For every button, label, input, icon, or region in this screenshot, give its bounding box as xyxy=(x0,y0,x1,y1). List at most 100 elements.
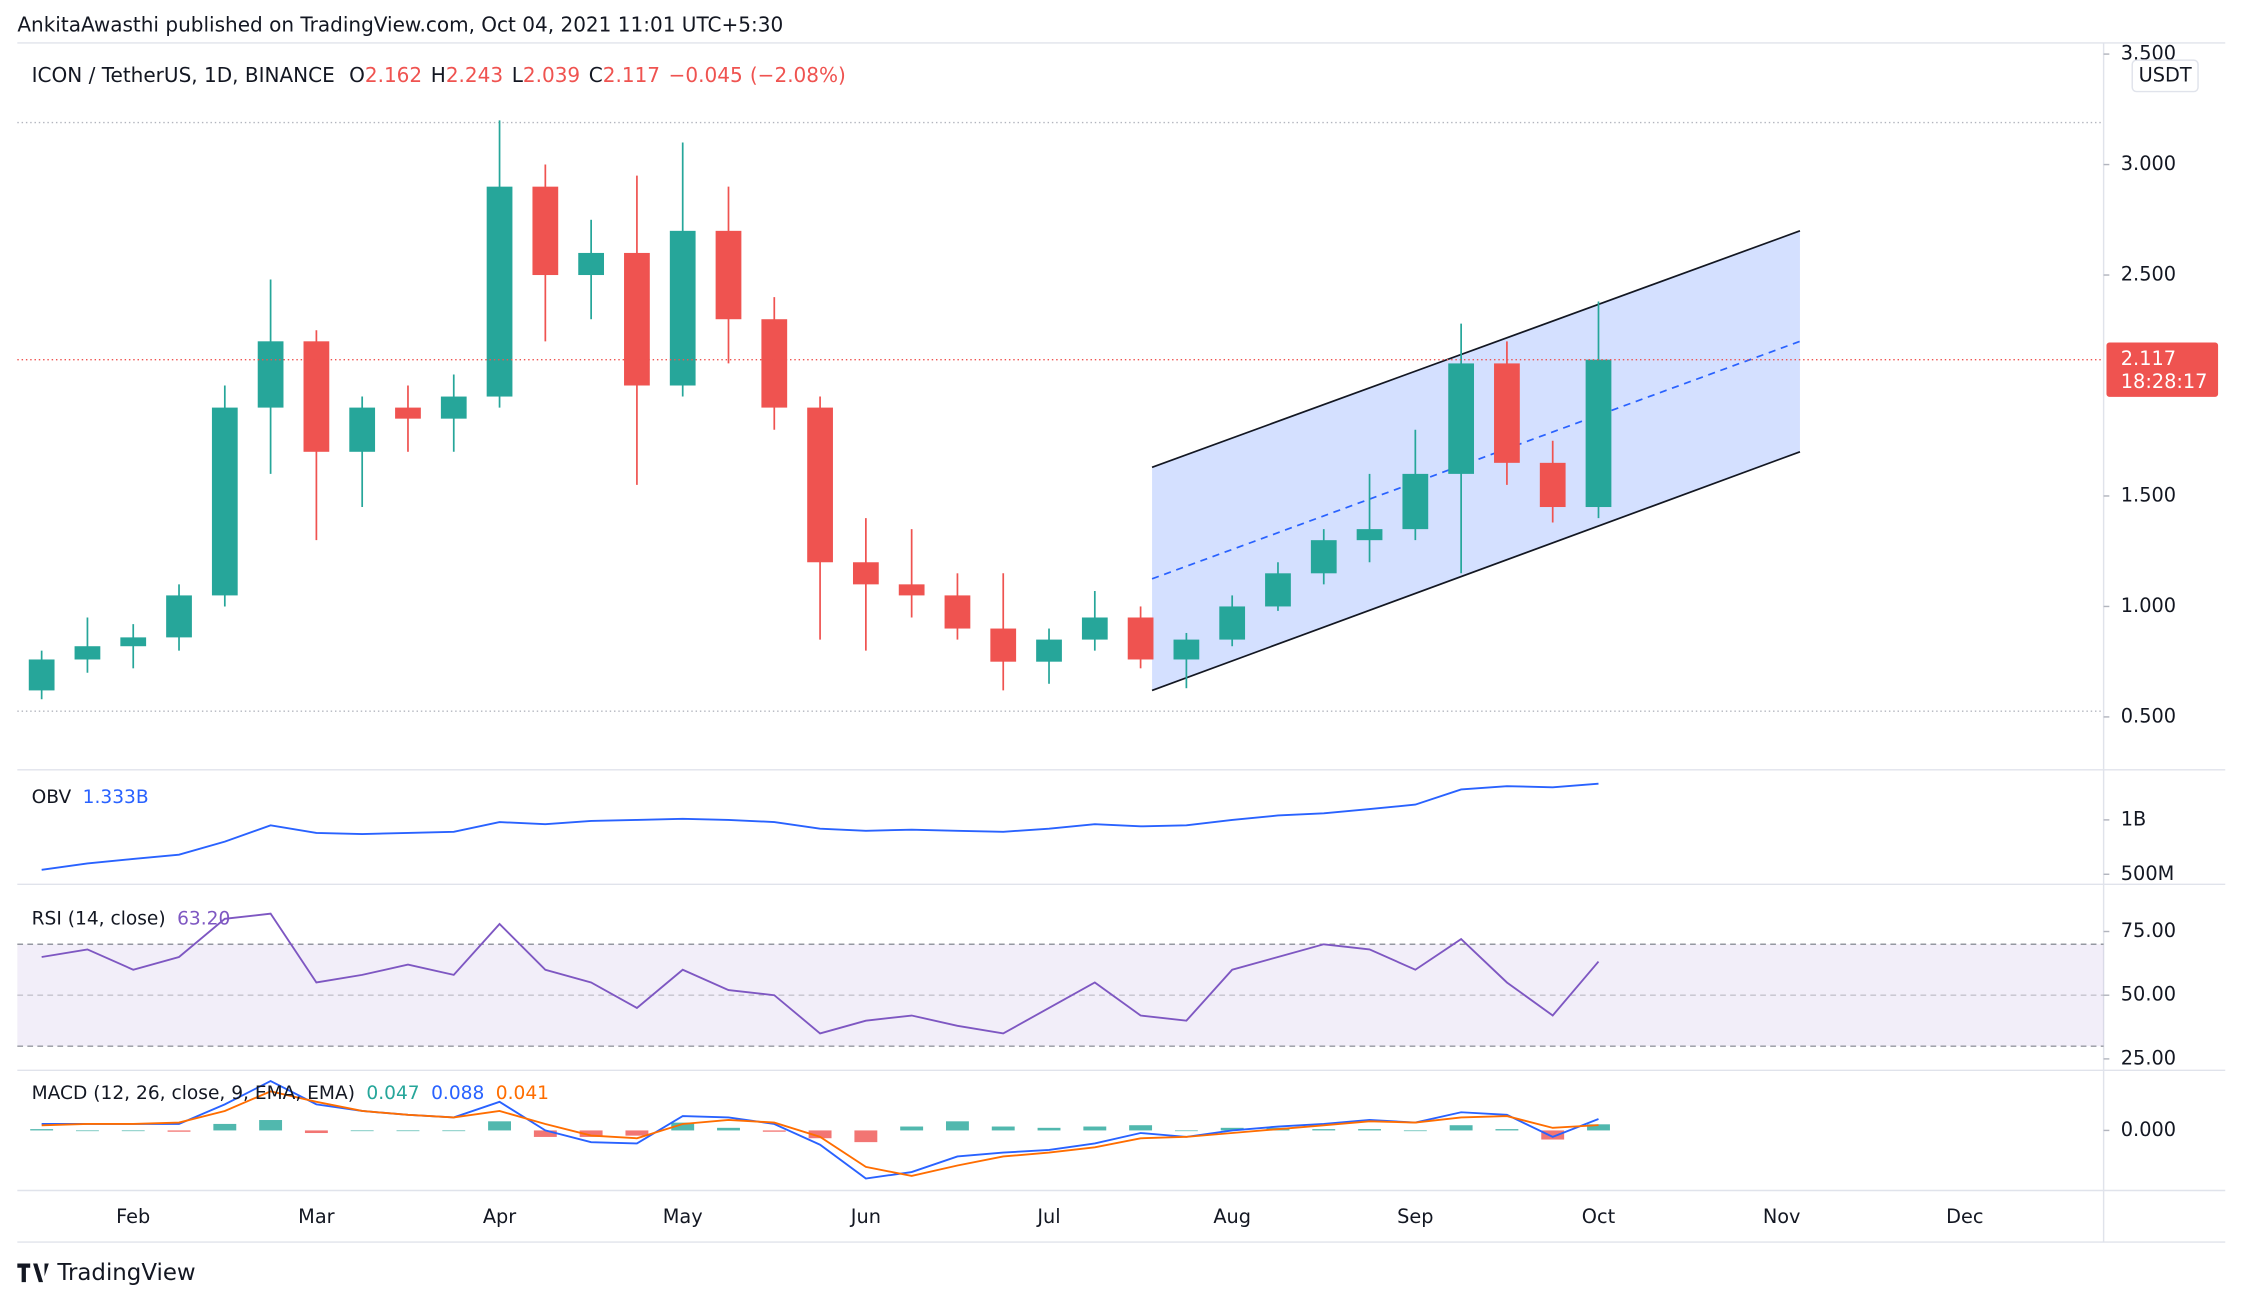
macd-value: 0.088 xyxy=(431,1083,484,1104)
histogram-bar xyxy=(1083,1126,1107,1131)
indicator-legend: MACD (12, 26, close, 9, EMA, EMA) 0.047 0.… xyxy=(32,1083,549,1104)
histogram-bar xyxy=(1358,1129,1381,1131)
histogram-bar xyxy=(1587,1124,1610,1131)
candle-body xyxy=(1402,473,1429,530)
x-tick-label: Oct xyxy=(1582,1205,1616,1228)
currency-label: USDT xyxy=(2139,63,2192,86)
candle-body xyxy=(1310,540,1337,574)
x-tick-label: Sep xyxy=(1397,1205,1433,1228)
histogram-bar xyxy=(1220,1127,1244,1131)
histogram-bar xyxy=(304,1130,328,1134)
histogram-bar xyxy=(1403,1130,1427,1132)
candle-body xyxy=(1173,639,1200,660)
candle-body xyxy=(303,341,330,452)
y-tick-label: 1B xyxy=(2121,807,2147,830)
y-tick-label: 50.00 xyxy=(2121,983,2176,1006)
currency-box xyxy=(2131,59,2199,93)
y-tick-label: 25.00 xyxy=(2121,1046,2176,1069)
x-tick-label: Feb xyxy=(116,1205,150,1228)
channel-fill xyxy=(1152,230,1800,691)
ohlc-key: O xyxy=(349,62,365,86)
candle-body xyxy=(1448,363,1475,474)
histogram-bar xyxy=(808,1130,832,1139)
histogram-bar xyxy=(1312,1129,1336,1131)
histogram-bar xyxy=(533,1130,557,1137)
histogram-bar xyxy=(991,1126,1015,1131)
histogram-bar xyxy=(900,1126,924,1131)
indicator-legend: OBV 1.333B xyxy=(32,787,149,808)
candle-body xyxy=(715,230,742,320)
candle-body xyxy=(74,646,101,660)
indicator-value: 1.333B xyxy=(83,787,149,808)
candle-body xyxy=(349,407,376,452)
x-tick-label: Apr xyxy=(483,1205,516,1228)
histogram-bar xyxy=(717,1127,740,1131)
indicator-line xyxy=(41,912,1600,1035)
x-tick-label: Aug xyxy=(1213,1205,1251,1228)
ohlc-key: L xyxy=(512,62,524,86)
histogram-bar xyxy=(1174,1130,1198,1132)
logo-icon xyxy=(17,1263,49,1283)
histogram-bar xyxy=(1541,1130,1565,1140)
macd-line xyxy=(41,1080,1599,1180)
candle-body xyxy=(990,628,1017,662)
histogram-bar xyxy=(30,1129,54,1131)
candle-body xyxy=(578,252,605,276)
ohlc-value: 2.162 xyxy=(365,62,422,86)
candle-body xyxy=(486,186,513,397)
candle-body xyxy=(669,230,696,386)
candle-body xyxy=(852,562,879,585)
indicator-title: RSI (14, close) xyxy=(32,908,166,929)
symbol-header: ICON / TetherUS, 1D, BINANCE O2.162 H2.243… xyxy=(32,62,846,86)
brand-name: TradingView xyxy=(56,1260,195,1286)
candle-body xyxy=(1265,573,1291,607)
channel-line xyxy=(1151,450,1801,692)
ohlc-key: C xyxy=(589,62,603,86)
candle-body xyxy=(1081,617,1108,640)
last-price-label: 2.117 xyxy=(2121,347,2176,370)
histogram-bar xyxy=(579,1130,603,1137)
x-tick-label: Nov xyxy=(1763,1205,1801,1228)
ohlc-key: H xyxy=(431,62,446,86)
candle-body xyxy=(1356,529,1383,541)
candle-body xyxy=(1494,363,1520,463)
y-tick-label: 3.000 xyxy=(2121,152,2176,175)
ohlc-value: 2.117 xyxy=(603,62,660,86)
histogram-bar xyxy=(75,1130,99,1132)
histogram-bar xyxy=(167,1130,191,1132)
histogram-bar xyxy=(625,1130,649,1136)
candle-body xyxy=(944,595,971,629)
y-tick-label: 500M xyxy=(2121,862,2174,885)
histogram-bar xyxy=(671,1122,695,1131)
publish-info: AnkitaAwasthi published on TradingView.c… xyxy=(17,12,783,36)
y-tick-label: 2.500 xyxy=(2121,263,2176,286)
y-tick-label: 75.00 xyxy=(2121,919,2176,942)
candle-body xyxy=(1585,359,1612,508)
indicator-title: MACD (12, 26, close, 9, EMA, EMA) xyxy=(32,1083,355,1104)
x-tick-label: May xyxy=(663,1205,703,1228)
histogram-bar xyxy=(945,1121,969,1131)
signal-line xyxy=(41,1090,1599,1177)
candle-body xyxy=(624,252,650,386)
candle-body xyxy=(1036,639,1062,662)
histogram-bar xyxy=(259,1120,283,1131)
histogram-bar xyxy=(442,1130,466,1132)
candle-body xyxy=(1127,617,1154,660)
y-tick-label: 1.500 xyxy=(2121,483,2176,506)
candle-body xyxy=(120,637,147,647)
ohlc-value: 2.039 xyxy=(523,62,580,86)
x-tick-label: Jun xyxy=(850,1205,881,1228)
candle-body xyxy=(1539,462,1566,508)
indicator-value: 63.20 xyxy=(177,908,230,929)
x-tick-label: Mar xyxy=(298,1205,334,1228)
channel-line xyxy=(1151,230,1801,469)
histogram-bar xyxy=(396,1130,420,1132)
candle-body xyxy=(28,659,55,691)
candle-body xyxy=(532,186,559,276)
y-tick-label: 1.000 xyxy=(2121,594,2176,617)
brand-logo: TradingView xyxy=(17,1260,196,1286)
ohlc-value: 2.243 xyxy=(446,62,503,86)
histogram-bar xyxy=(350,1130,374,1132)
